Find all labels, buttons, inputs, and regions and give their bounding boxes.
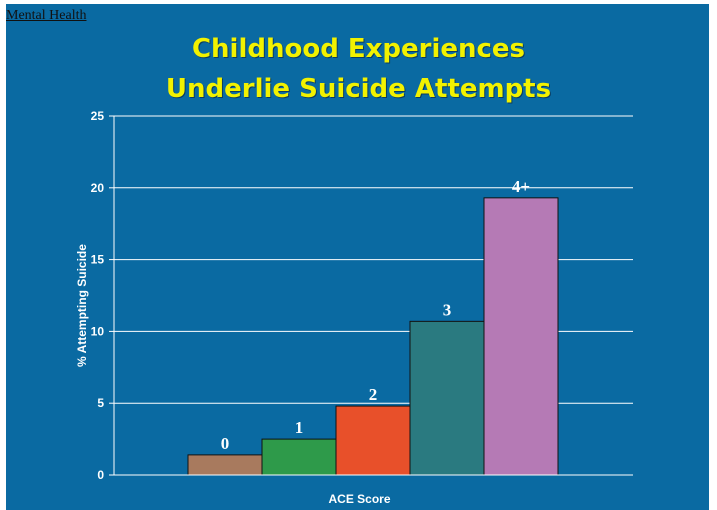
bar-0 bbox=[187, 454, 263, 476]
bars bbox=[187, 197, 559, 476]
x-axis-title: ACE Score bbox=[328, 492, 390, 506]
bar-1 bbox=[261, 438, 337, 476]
y-tick-label-20: 20 bbox=[91, 181, 105, 195]
chart-title-line-2: Underlie Suicide Attempts bbox=[165, 74, 552, 104]
chart-title-line-1: Childhood Experiences bbox=[191, 34, 526, 64]
y-axis-ticks: 0 5 10 15 20 25 bbox=[91, 109, 114, 482]
y-tick-label-10: 10 bbox=[91, 324, 105, 338]
section-label: Mental Health bbox=[6, 8, 87, 23]
y-tick-label-0: 0 bbox=[97, 468, 104, 482]
bar-label-4+: 4+ bbox=[512, 177, 530, 196]
bar-label-2: 2 bbox=[369, 385, 378, 404]
bar-3 bbox=[409, 320, 485, 476]
bar-label-0: 0 bbox=[221, 434, 230, 453]
bar-4+ bbox=[483, 197, 559, 476]
y-tick-label-15: 15 bbox=[91, 253, 105, 267]
y-tick-label-25: 25 bbox=[91, 109, 105, 123]
y-axis-title: % Attempting Suicide bbox=[75, 244, 89, 367]
y-tick-label-5: 5 bbox=[97, 396, 104, 410]
bar-label-1: 1 bbox=[295, 418, 304, 437]
bar-labels: 0 1 2 3 4+ bbox=[221, 177, 530, 453]
bar-label-3: 3 bbox=[443, 300, 452, 319]
bar-2 bbox=[335, 405, 411, 476]
